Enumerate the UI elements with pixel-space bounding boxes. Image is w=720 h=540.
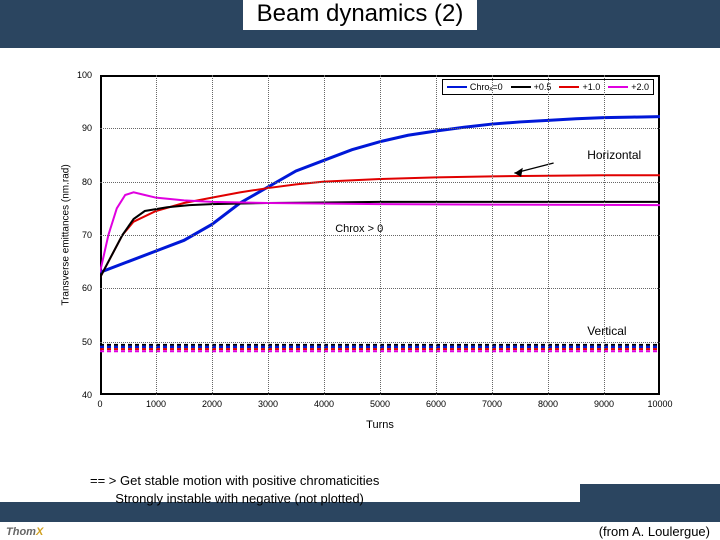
x-tick-label: 10000 [647,399,672,409]
notes-line1: Get stable motion with positive chromati… [120,473,379,488]
chart-area: Chroₓ=0 +0.5 +1.0 +2.0 Turns Transverse emi… [60,55,680,435]
x-tick-label: 4000 [314,399,334,409]
y-tick-label: 70 [82,230,92,240]
legend-label: Chroₓ=0 [470,82,503,92]
legend-swatch [559,86,579,88]
credit: (from A. Loulergue) [595,523,714,540]
legend-swatch [511,86,531,88]
y-tick-label: 80 [82,177,92,187]
notes: == > Get stable motion with positive chr… [90,472,379,507]
gridline-h [100,182,660,183]
title-bar: Beam dynamics (2) [0,0,720,48]
y-tick-label: 90 [82,123,92,133]
slide-title: Beam dynamics (2) [243,0,478,30]
y-axis-label: Transverse emittances (nm.rad) [61,164,72,305]
x-tick-label: 0 [97,399,102,409]
y-tick-label: 60 [82,283,92,293]
x-tick-label: 3000 [258,399,278,409]
x-tick-label: 8000 [538,399,558,409]
logo: ThomX [6,526,43,538]
logo-right: X [36,526,43,538]
logo-left: Thom [6,526,36,538]
chart-annotation: Horizontal [587,148,641,162]
x-tick-label: 1000 [146,399,166,409]
legend-item: +1.0 [559,82,600,92]
legend-swatch [447,86,467,88]
legend-label: +2.0 [631,82,649,92]
x-tick-label: 5000 [370,399,390,409]
decor-box [580,484,720,502]
gridline-h [100,128,660,129]
x-tick-label: 9000 [594,399,614,409]
x-tick-label: 7000 [482,399,502,409]
legend-item: +0.5 [511,82,552,92]
x-tick-label: 2000 [202,399,222,409]
plot: Chroₓ=0+0.5+1.0+2.0 Turns Transverse emi… [100,75,660,395]
legend-swatch [608,86,628,88]
legend-item: Chroₓ=0 [447,82,503,92]
x-axis-label: Turns [366,419,394,431]
notes-line2: Strongly instable with negative (not plo… [115,491,364,506]
legend-label: +1.0 [582,82,600,92]
gridline-h [100,342,660,343]
gridline-h [100,288,660,289]
y-tick-label: 50 [82,337,92,347]
gridline-h [100,235,660,236]
y-tick-label: 100 [77,70,92,80]
legend-item: +2.0 [608,82,649,92]
chart-annotation: Chrox > 0 [335,223,383,235]
x-tick-label: 6000 [426,399,446,409]
y-tick-label: 40 [82,390,92,400]
notes-prefix: == > [90,473,116,488]
chart-annotation: Vertical [587,324,626,338]
